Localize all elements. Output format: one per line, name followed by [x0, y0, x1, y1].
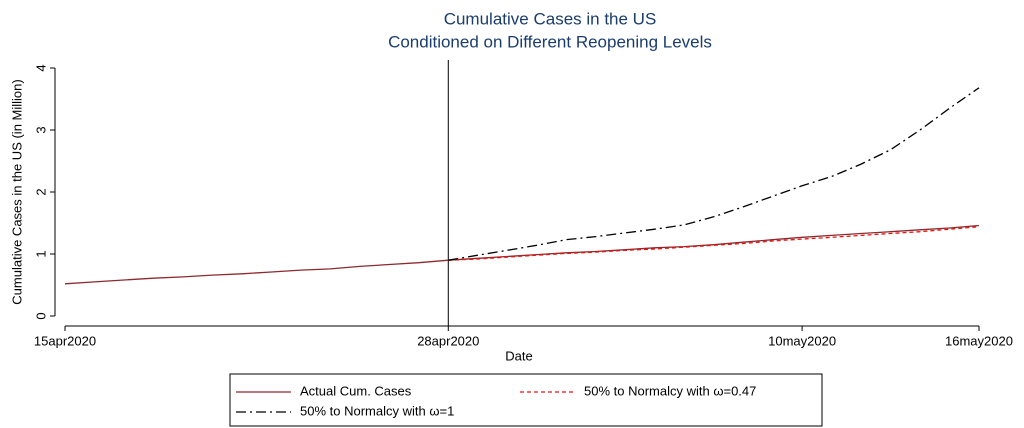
- x-tick-label: 28apr2020: [417, 333, 479, 348]
- y-tick-label: 1: [33, 250, 48, 257]
- y-tick-label: 2: [33, 188, 48, 195]
- x-tick-label: 15apr2020: [34, 333, 96, 348]
- legend-label: Actual Cum. Cases: [300, 383, 412, 398]
- y-tick-label: 4: [33, 64, 48, 71]
- x-axis-label: Date: [505, 348, 532, 363]
- series-line: [64, 224, 980, 285]
- y-axis-label: Cumulative Cases in the US (in Million): [9, 79, 24, 304]
- legend-box: [229, 373, 823, 427]
- x-tick-label: 16may2020: [945, 333, 1013, 348]
- y-tick-label: 3: [33, 126, 48, 133]
- chart-subtitle: Conditioned on Different Reopening Level…: [388, 32, 712, 51]
- series-line: [448, 87, 980, 261]
- chart-title: Cumulative Cases in the US: [444, 9, 657, 28]
- legend-label: 50% to Normalcy with ω=1: [300, 403, 454, 418]
- y-tick-label: 0: [33, 312, 48, 319]
- series-line: [448, 226, 980, 261]
- legend-label: 50% to Normalcy with ω=0.47: [584, 383, 756, 398]
- x-tick-label: 10may2020: [768, 333, 836, 348]
